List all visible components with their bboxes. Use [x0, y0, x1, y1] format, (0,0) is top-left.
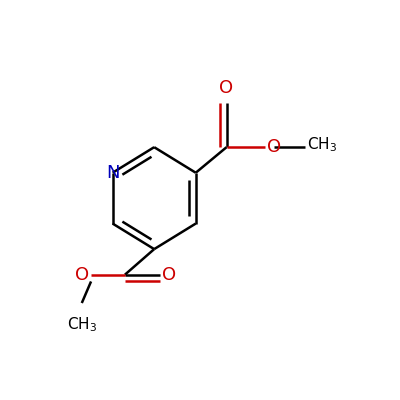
Text: O: O [162, 266, 176, 284]
Text: O: O [75, 266, 90, 284]
Text: N: N [106, 164, 119, 182]
Text: O: O [267, 138, 281, 156]
Text: CH$_3$: CH$_3$ [307, 135, 337, 154]
Text: CH$_3$: CH$_3$ [67, 315, 97, 334]
Text: O: O [220, 79, 234, 97]
